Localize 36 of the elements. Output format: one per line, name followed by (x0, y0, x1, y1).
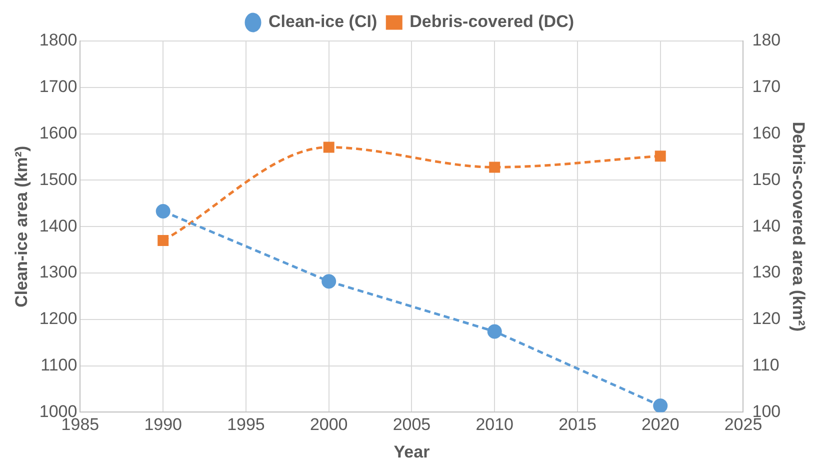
y-tick-label: 1300 (39, 262, 78, 282)
y-tick-label: 1500 (39, 170, 78, 189)
y-tick-label: 1700 (39, 77, 78, 96)
x-tick-label: 1995 (227, 415, 265, 434)
y-tick-label: 1200 (39, 309, 78, 328)
y2-axis-title: Debris-covered area (km²) (789, 122, 808, 332)
y2-tick-label: 170 (752, 77, 781, 96)
point (654, 150, 666, 162)
y-tick-label: 1400 (39, 216, 78, 236)
y2-tick-label: 110 (752, 355, 780, 374)
legend-label: Clean-ice (CI) (268, 12, 378, 32)
y-tick-label: 1800 (39, 30, 78, 50)
x-tick-label: 2020 (641, 415, 680, 434)
point (323, 142, 334, 153)
point (156, 204, 170, 219)
y2-tick-label: 140 (752, 216, 781, 236)
x-tick-label: 2015 (558, 415, 596, 434)
x-tick-label: 2000 (310, 415, 348, 434)
point (487, 324, 502, 339)
x-tick-label: 2005 (392, 415, 431, 434)
y-tick-label: 1100 (40, 355, 78, 374)
x-axis-title: Year (394, 442, 430, 462)
legend-label: Debris-covered (DC) (410, 12, 574, 32)
y2-tick-label: 160 (752, 123, 781, 142)
point (322, 274, 336, 289)
y2-tick-label: 150 (752, 170, 781, 189)
point (158, 235, 169, 246)
point (489, 162, 500, 173)
y-axis-title: Clean-ice area (km²) (12, 146, 31, 308)
y-tick-label: 1600 (39, 123, 78, 142)
point (653, 398, 668, 412)
y2-tick-label: 120 (752, 309, 781, 328)
y2-tick-label: 180 (752, 30, 781, 50)
y2-tick-label: 130 (752, 262, 781, 282)
x-tick-label: 2010 (476, 415, 514, 434)
x-tick-label: 1990 (144, 415, 182, 434)
